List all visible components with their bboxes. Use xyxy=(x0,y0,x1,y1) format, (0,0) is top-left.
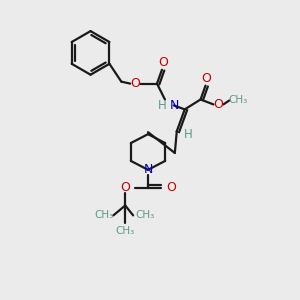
Text: N: N xyxy=(143,163,153,176)
Text: CH₃: CH₃ xyxy=(135,210,155,220)
Text: N: N xyxy=(170,99,179,112)
Text: CH₃: CH₃ xyxy=(229,95,248,106)
Text: O: O xyxy=(158,56,168,69)
Text: CH₃: CH₃ xyxy=(95,210,114,220)
Text: H: H xyxy=(158,99,166,112)
Text: O: O xyxy=(166,181,176,194)
Text: CH₃: CH₃ xyxy=(116,226,135,236)
Text: O: O xyxy=(130,77,140,90)
Text: O: O xyxy=(214,98,224,111)
Text: H: H xyxy=(184,128,193,141)
Text: O: O xyxy=(202,72,212,85)
Text: O: O xyxy=(120,181,130,194)
